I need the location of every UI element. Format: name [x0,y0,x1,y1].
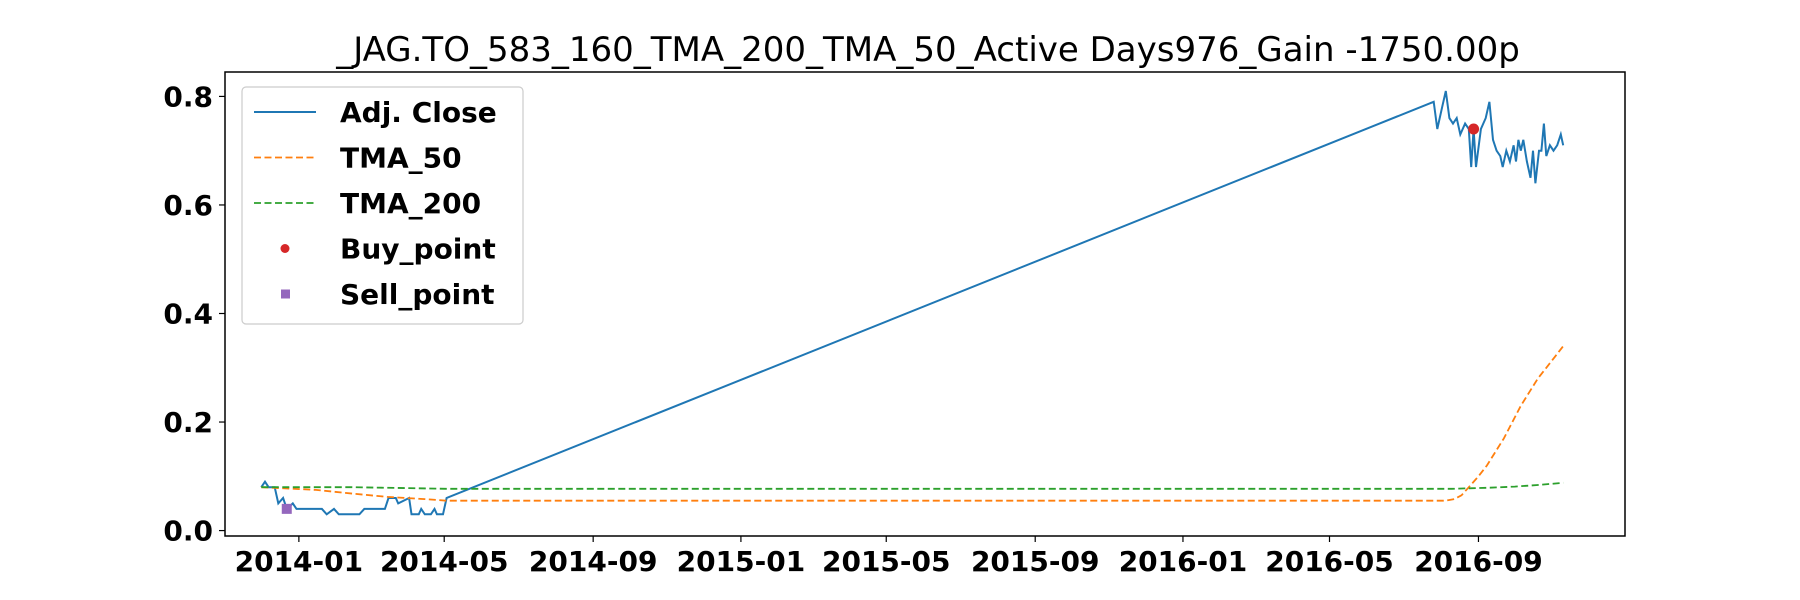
series-line-adj-close [260,90,1565,516]
y-tick-label: 0.2 [163,406,213,439]
x-tick-label: 2014-09 [529,545,658,578]
x-tick-label: 2014-01 [235,545,364,578]
chart-title: _JAG.TO_583_160_TMA_200_TMA_50_Active Da… [335,30,1520,70]
series-line-tma-200 [261,481,1564,490]
plot-area [260,90,1565,516]
x-tick-label: 2015-09 [971,545,1100,578]
x-tick-label: 2016-05 [1265,545,1394,578]
y-tick-label: 0.8 [163,80,213,113]
legend-label-buy-point: Buy_point [340,233,496,266]
x-tick-label: 2014-05 [380,545,509,578]
legend-swatch-buy-point [280,244,290,253]
x-tick-label: 2016-09 [1414,545,1543,578]
legend-label-adj-close: Adj. Close [340,96,497,129]
legend-label-tma-50: TMA_50 [340,142,462,175]
legend-label-tma-200: TMA_200 [340,187,481,220]
x-tick-label: 2016-01 [1119,545,1248,578]
legend-box [241,86,524,325]
y-tick-label: 0.4 [163,297,213,330]
x-axis: 2014-01 2014-05 2014-09 2015-01 2015-05 2015-… [235,536,1543,578]
legend-label-sell-point: Sell_point [340,278,495,311]
buy-point-marker [1468,123,1480,135]
plot-frame [224,71,1626,537]
x-tick-label: 2015-01 [677,545,806,578]
x-tick-label: 2015-05 [822,545,951,578]
legend-swatch-sell-point [281,289,290,299]
y-tick-label: 0.0 [163,515,213,548]
sell-point-marker [281,503,292,514]
legend: Adj. Close TMA_50 TMA_200 Buy_point Sell_poi… [241,86,524,325]
y-axis: 0.0 0.2 0.4 0.6 0.8 [163,80,225,548]
y-tick-label: 0.6 [163,189,213,222]
series-line-tma-50 [261,345,1564,502]
